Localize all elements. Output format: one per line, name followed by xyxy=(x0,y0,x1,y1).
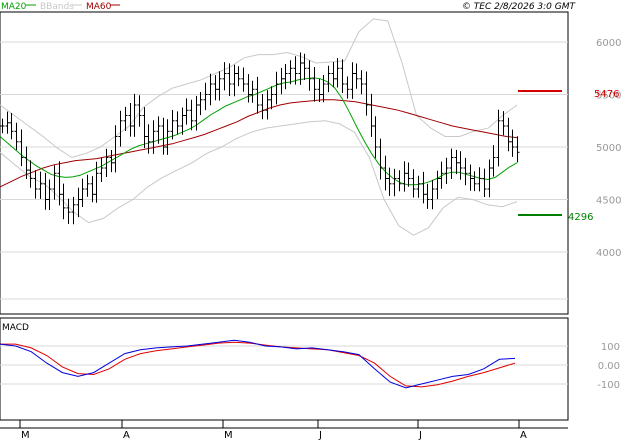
macd-panel xyxy=(0,317,569,421)
macd-gridlines xyxy=(0,345,568,385)
price-bars xyxy=(0,52,520,225)
legend-ma20: MA20 xyxy=(1,2,27,12)
legend: MA20 BBands MA60 xyxy=(1,2,120,12)
macd-tick-label: 0.00 xyxy=(598,361,620,372)
ma60-line xyxy=(0,99,518,188)
macd-line xyxy=(0,339,516,389)
bband-lower-line xyxy=(0,120,518,236)
ma20-line xyxy=(0,77,518,186)
macd-tick-label: 100 xyxy=(601,342,620,353)
x-tick-label: J xyxy=(418,430,422,440)
price-tick-label: 5000 xyxy=(596,143,621,154)
macd-panel-label: MACD xyxy=(2,323,29,333)
price-tick-label: 4500 xyxy=(596,196,621,207)
macd-tick-label: -100 xyxy=(597,380,620,391)
legend-bbands: BBands xyxy=(40,2,74,12)
price-tick-label: 6000 xyxy=(596,38,621,49)
support-label: 4296 xyxy=(568,212,593,223)
x-tick-label: A xyxy=(123,430,130,440)
resistance-label: 5476 xyxy=(594,89,619,100)
price-axis-ticks: 6000 5500 5000 4500 4000 xyxy=(596,38,621,259)
bband-upper-line xyxy=(0,18,518,159)
x-tick-label: J xyxy=(318,430,322,440)
x-tick-label: A xyxy=(520,430,527,440)
price-tick-label: 5500 xyxy=(596,91,621,102)
copyright-text: © TEC 2/8/2026 3:0 GMT xyxy=(462,2,577,12)
price-tick-label: 4000 xyxy=(596,248,621,259)
macd-axis-ticks: 100 0.00 -100 xyxy=(597,342,620,391)
legend-ma60: MA60 xyxy=(86,2,112,12)
price-gridlines xyxy=(0,41,568,300)
price-panel xyxy=(0,11,569,315)
x-tick-label: M xyxy=(224,430,233,440)
x-tick-label: M xyxy=(21,430,30,440)
